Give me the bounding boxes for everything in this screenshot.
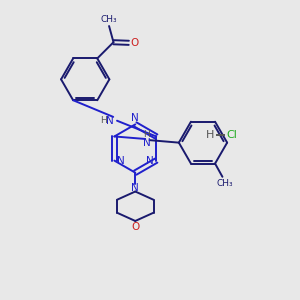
Text: H: H (143, 130, 150, 139)
Text: Cl: Cl (226, 130, 237, 140)
Text: N: N (143, 138, 151, 148)
Text: N: N (131, 183, 139, 193)
Text: H: H (206, 130, 214, 140)
Text: O: O (131, 222, 140, 233)
Text: H: H (100, 116, 107, 125)
Text: CH₃: CH₃ (216, 179, 233, 188)
Text: N: N (146, 156, 154, 166)
Text: N: N (106, 116, 114, 126)
Text: O: O (130, 38, 138, 48)
Text: CH₃: CH₃ (101, 15, 117, 24)
Text: N: N (131, 113, 139, 123)
Text: N: N (117, 156, 125, 166)
